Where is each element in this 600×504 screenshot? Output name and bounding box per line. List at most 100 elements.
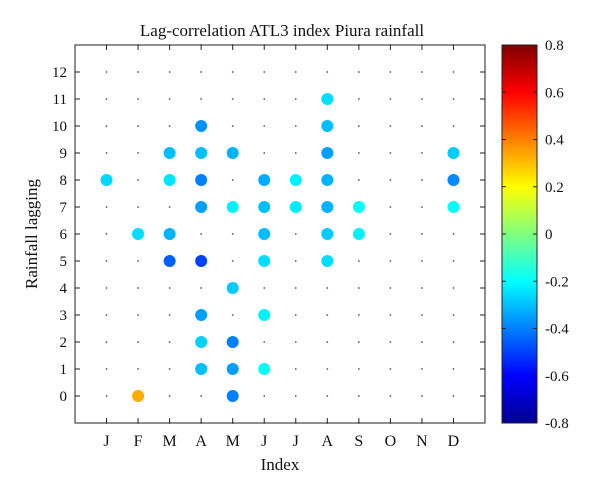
grid-dot [294, 260, 297, 262]
grid-dot [357, 179, 360, 181]
data-point [226, 147, 239, 159]
grid-dot [105, 314, 108, 316]
data-points [100, 93, 460, 402]
grid-dot [105, 98, 108, 100]
grid-dot [168, 368, 171, 370]
data-point [258, 363, 271, 375]
grid-dot [105, 260, 108, 262]
data-point [195, 120, 208, 132]
data-point [447, 147, 460, 159]
x-tick-label: O [385, 433, 397, 450]
data-point [195, 309, 208, 321]
grid-dot [263, 287, 266, 289]
grid-dot [357, 260, 360, 262]
grid-dot [200, 395, 203, 397]
grid-dot [389, 125, 392, 127]
x-tick-label: A [322, 433, 334, 450]
grid-dot [168, 71, 171, 73]
grid-dot [137, 98, 139, 100]
grid-dot [105, 341, 108, 343]
y-tick-label: 10 [52, 119, 67, 135]
grid-dot [421, 341, 423, 343]
grid-dot [263, 98, 266, 100]
grid-dot [263, 341, 266, 343]
grid-dot [263, 125, 266, 127]
grid-dot [357, 287, 360, 289]
data-point [163, 255, 176, 267]
data-point [447, 174, 460, 186]
grid-dot [452, 395, 455, 397]
data-point [321, 174, 334, 186]
grid-dot [421, 98, 423, 100]
data-point [195, 363, 208, 375]
x-tick-label: N [416, 433, 428, 450]
chart-title: Lag-correlation ATL3 index Piura rainfal… [140, 21, 424, 40]
data-point [226, 336, 239, 348]
data-point [195, 336, 208, 348]
grid-dot [326, 287, 329, 289]
grid-dot [421, 368, 423, 370]
data-point [258, 201, 271, 213]
grid-dot [137, 287, 139, 289]
grid-dot [421, 179, 423, 181]
grid-dot [357, 152, 360, 154]
grid-dot [294, 152, 297, 154]
grid-dot [137, 152, 139, 154]
data-point [321, 120, 334, 132]
data-point [289, 174, 302, 186]
grid-dot [105, 287, 108, 289]
grid-dot [452, 71, 455, 73]
grid-dot [137, 314, 139, 316]
grid-dot [421, 125, 423, 127]
grid-dot [452, 98, 455, 100]
data-point [321, 201, 334, 213]
grid-dot [389, 314, 392, 316]
x-axis-label: Index [261, 455, 300, 474]
grid-dot [452, 314, 455, 316]
grid-dot [137, 206, 139, 208]
grid-dot [452, 287, 455, 289]
grid-dot [357, 341, 360, 343]
data-point [226, 363, 239, 375]
grid-dot [137, 260, 139, 262]
grid-dot [137, 71, 139, 73]
grid-dot [263, 152, 266, 154]
grid-dot [137, 341, 139, 343]
grid-dot [168, 98, 171, 100]
data-point [447, 201, 460, 213]
grid-dot [389, 71, 392, 73]
data-point [289, 201, 302, 213]
grid-dot [168, 395, 171, 397]
grid-dot [389, 368, 392, 370]
y-tick-label: 0 [60, 389, 68, 405]
grid-dot [357, 368, 360, 370]
data-point [352, 201, 365, 213]
data-point [258, 228, 271, 240]
grid-dot [231, 314, 234, 316]
grid-dot [294, 125, 297, 127]
grid-dot [231, 125, 234, 127]
colorbar-tick-label: 0.6 [545, 85, 564, 101]
data-point [195, 201, 208, 213]
grid-dot [452, 341, 455, 343]
grid-dot [263, 395, 266, 397]
grid-dot [421, 287, 423, 289]
colorbar-ticks: -0.8 -0.6 -0.4 -0.2 0 0.2 0.4 0.6 0.8 [502, 38, 569, 432]
colorbar-tick-label: 0.4 [545, 133, 564, 149]
x-tick-label: M [162, 433, 176, 450]
y-tick-label: 12 [52, 65, 67, 81]
grid-dot [105, 206, 108, 208]
y-tick-label: 9 [60, 146, 68, 162]
grid-dot [200, 98, 203, 100]
grid-dot [294, 287, 297, 289]
grid-dot [294, 368, 297, 370]
grid-dot [452, 260, 455, 262]
grid-dot [105, 233, 108, 235]
grid-dot [168, 125, 171, 127]
y-tick-label: 11 [53, 92, 67, 108]
x-tick-label: F [134, 433, 143, 450]
grid-dot [231, 179, 234, 181]
grid-dot [105, 368, 108, 370]
